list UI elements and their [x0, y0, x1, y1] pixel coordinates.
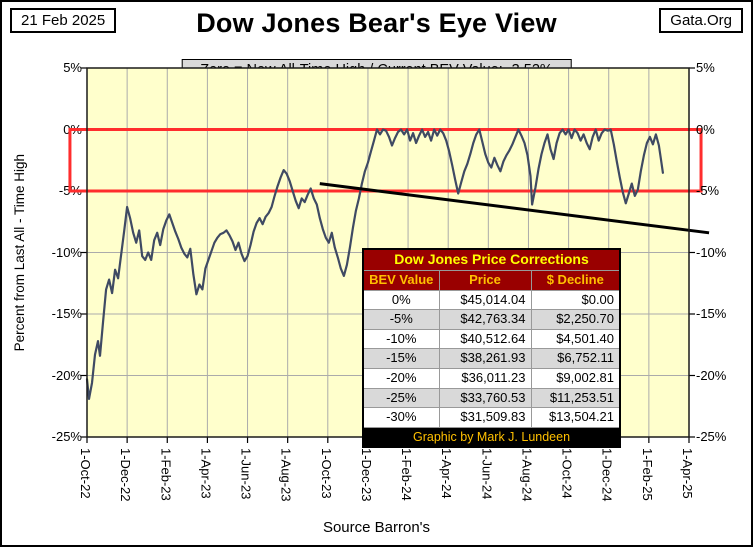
- x-tick-label: 1-Apr-23: [198, 448, 214, 499]
- x-tick-label: 1-Apr-24: [439, 448, 455, 499]
- y-tick-label-right: -15%: [696, 306, 727, 321]
- x-tick-label: 1-Oct-23: [318, 448, 334, 499]
- table-cell: $42,763.34: [438, 309, 532, 330]
- table-column-header: BEV Value: [362, 269, 440, 291]
- x-tick-label: 1-Oct-22: [78, 448, 93, 499]
- y-tick-label-right: 0%: [696, 121, 715, 137]
- y-tick-label-right: -20%: [696, 367, 727, 383]
- y-axis-labels-right: 5% 0% -5% -10% -15% -20% -25%: [694, 60, 746, 444]
- y-tick-label-left: -15%: [51, 306, 82, 321]
- table-title: Dow Jones Price Corrections: [362, 248, 621, 271]
- y-axis-labels-left: 5% 0% -5% -10% -15% -20% -25%: [32, 60, 82, 444]
- table-cell: $11,253.51: [530, 387, 621, 409]
- y-tick-label-left: -25%: [51, 429, 82, 444]
- corrections-table: Dow Jones Price Corrections BEV Value Pri…: [362, 248, 622, 448]
- table-cell: -10%: [362, 328, 440, 350]
- y-tick-label-right: -5%: [696, 183, 720, 198]
- y-tick-label-right: -25%: [696, 429, 727, 444]
- x-tick-label: 1-Feb-25: [639, 448, 655, 501]
- table-cell: -5%: [362, 309, 440, 330]
- chart-title: Dow Jones Bear's Eye View: [196, 8, 557, 38]
- y-tick-label-right: -10%: [696, 244, 727, 260]
- table-cell: -30%: [362, 407, 440, 428]
- y-tick-label-left: -10%: [51, 244, 82, 260]
- table-cell: -15%: [362, 348, 440, 370]
- trend-line-annotation: [319, 182, 710, 235]
- x-tick-label: 1-Oct-24: [559, 448, 575, 499]
- table-cell: $38,261.93: [438, 348, 532, 370]
- table-row: -30% $31,509.83 $13,504.21: [362, 407, 621, 428]
- table-cell: -25%: [362, 387, 440, 409]
- x-tick-label: 1-Feb-23: [158, 448, 174, 501]
- brand-label: Gata.Org: [670, 12, 732, 29]
- x-tick-label: 1-Apr-25: [680, 448, 695, 499]
- table-cell: $36,011.23: [438, 368, 532, 389]
- x-tick-label: 1-Jun-23: [238, 448, 254, 500]
- y-tick-label-right: 5%: [696, 60, 715, 75]
- table-cell: $33,760.53: [438, 387, 532, 409]
- table-row: 0% $45,014.04 $0.00: [362, 289, 621, 311]
- date-label: 21 Feb 2025: [21, 12, 106, 29]
- x-tick-label: 1-Dec-24: [599, 448, 615, 502]
- table-cell: $40,512.64: [438, 328, 532, 350]
- y-axis-title: Percent from Last All - Time High: [8, 68, 30, 437]
- table-row: -5% $42,763.34 $2,250.70: [362, 309, 621, 330]
- bev-series-line: [85, 128, 665, 400]
- table-row: -10% $40,512.64 $4,501.40: [362, 328, 621, 350]
- table-column-header: $ Decline: [530, 269, 621, 291]
- table-cell: -20%: [362, 368, 440, 389]
- x-tick-label: 1-Dec-22: [118, 448, 134, 502]
- table-cell: $6,752.11: [530, 348, 621, 370]
- x-axis-labels: 1-Oct-22 1-Dec-22 1-Feb-23 1-Apr-23 1-Jun-23…: [78, 446, 695, 520]
- x-tick-label: 1-Jun-24: [479, 448, 495, 500]
- source-caption: Source Barron's: [322, 519, 431, 536]
- y-axis-title-text: Percent from Last All - Time High: [11, 153, 27, 352]
- table-row: -25% $33,760.53 $11,253.51: [362, 387, 621, 409]
- x-tick-label: 1-Dec-23: [358, 448, 374, 502]
- table-cell: $13,504.21: [530, 407, 621, 428]
- table-row: -20% $36,011.23 $9,002.81: [362, 368, 621, 389]
- table-cell: $4,501.40: [530, 328, 621, 350]
- table-footer-row: Graphic by Mark J. Lundeen: [362, 426, 621, 448]
- date-box: 21 Feb 2025: [10, 8, 117, 33]
- x-tick-label: 1-Aug-24: [519, 448, 535, 502]
- table-cell: $2,250.70: [530, 309, 621, 330]
- table-cell: $0.00: [530, 289, 621, 311]
- x-tick-label: 1-Feb-24: [399, 448, 415, 501]
- table-row: -15% $38,261.93 $6,752.11: [362, 348, 621, 370]
- table-cell: $31,509.83: [438, 407, 532, 428]
- table-title-row: Dow Jones Price Corrections: [362, 248, 621, 271]
- x-tick-label: 1-Aug-23: [278, 448, 294, 502]
- table-footer: Graphic by Mark J. Lundeen: [362, 426, 621, 448]
- y-tick-label-left: -20%: [51, 367, 82, 383]
- table-cell: $9,002.81: [530, 368, 621, 389]
- brand-box: Gata.Org: [659, 8, 743, 33]
- table-cell: $45,014.04: [438, 289, 532, 311]
- y-tick-label-left: 5%: [63, 60, 82, 75]
- table-header-row: BEV Value Price $ Decline: [362, 269, 621, 291]
- table-column-header: Price: [438, 269, 532, 291]
- table-cell: 0%: [362, 289, 440, 311]
